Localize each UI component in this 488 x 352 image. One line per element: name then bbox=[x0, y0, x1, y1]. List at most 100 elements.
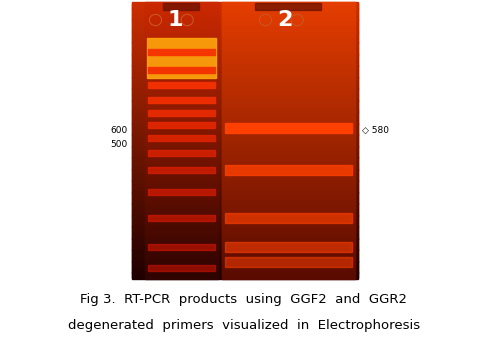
Bar bbox=[145, 260, 218, 263]
Bar bbox=[132, 198, 358, 200]
Bar bbox=[222, 185, 355, 187]
Bar bbox=[222, 35, 355, 37]
Bar bbox=[145, 190, 218, 191]
Bar bbox=[145, 37, 218, 39]
Bar bbox=[132, 190, 358, 193]
Bar bbox=[222, 190, 355, 193]
Bar bbox=[132, 24, 358, 26]
Bar bbox=[222, 52, 355, 54]
Bar bbox=[145, 94, 218, 96]
Bar bbox=[148, 82, 215, 88]
Bar bbox=[222, 81, 355, 83]
Bar bbox=[145, 86, 218, 88]
Bar bbox=[145, 216, 218, 218]
Bar bbox=[145, 262, 218, 264]
Bar bbox=[132, 51, 358, 53]
Bar bbox=[222, 3, 355, 5]
Bar bbox=[132, 161, 358, 163]
Bar bbox=[145, 64, 218, 67]
Bar bbox=[132, 124, 358, 125]
Bar bbox=[145, 142, 218, 144]
Bar bbox=[132, 48, 358, 50]
Bar bbox=[132, 238, 358, 240]
Bar bbox=[145, 145, 218, 146]
Bar bbox=[132, 236, 358, 238]
Bar bbox=[132, 42, 358, 44]
Bar bbox=[222, 76, 355, 78]
Bar bbox=[132, 108, 358, 110]
Bar bbox=[145, 197, 218, 199]
Bar bbox=[132, 160, 358, 162]
Bar bbox=[132, 253, 358, 255]
Bar bbox=[132, 89, 358, 91]
Bar bbox=[132, 201, 358, 203]
Bar bbox=[222, 83, 355, 85]
Bar bbox=[132, 208, 358, 210]
Bar bbox=[132, 268, 358, 270]
Bar bbox=[222, 70, 355, 72]
Bar bbox=[222, 45, 355, 47]
Bar bbox=[222, 249, 355, 251]
Bar bbox=[132, 25, 358, 27]
Bar bbox=[222, 133, 355, 134]
Bar bbox=[222, 256, 355, 258]
Bar bbox=[145, 50, 218, 52]
Bar bbox=[145, 60, 218, 62]
Bar bbox=[222, 127, 355, 129]
Bar bbox=[145, 188, 218, 190]
Bar bbox=[145, 272, 218, 275]
Bar bbox=[132, 4, 358, 6]
Bar bbox=[132, 59, 358, 61]
Bar bbox=[222, 20, 355, 22]
Bar bbox=[132, 157, 358, 158]
Bar bbox=[222, 234, 355, 236]
Bar bbox=[145, 241, 218, 243]
Bar bbox=[222, 5, 355, 7]
Bar bbox=[132, 229, 358, 231]
Bar bbox=[222, 214, 355, 216]
Bar bbox=[145, 70, 218, 72]
Bar bbox=[222, 129, 355, 131]
Bar bbox=[132, 224, 358, 226]
Bar bbox=[132, 43, 358, 45]
Bar bbox=[222, 182, 355, 184]
Bar bbox=[222, 216, 355, 218]
Text: ◇ 580: ◇ 580 bbox=[363, 126, 389, 134]
Bar bbox=[145, 139, 218, 141]
Bar bbox=[222, 18, 355, 20]
Bar bbox=[222, 267, 355, 269]
Bar bbox=[132, 7, 358, 10]
Bar bbox=[145, 256, 218, 258]
Bar bbox=[145, 73, 218, 75]
Bar bbox=[132, 83, 358, 85]
Bar bbox=[145, 10, 218, 11]
Bar bbox=[222, 230, 355, 232]
Bar bbox=[132, 195, 358, 197]
Bar bbox=[145, 246, 218, 248]
Bar bbox=[222, 226, 355, 228]
Bar bbox=[132, 149, 358, 151]
Bar bbox=[145, 54, 218, 55]
Bar bbox=[132, 267, 358, 269]
Bar bbox=[145, 153, 218, 155]
Bar bbox=[222, 103, 355, 105]
Bar bbox=[132, 239, 358, 241]
Bar bbox=[145, 130, 218, 132]
Bar bbox=[132, 122, 358, 125]
Bar bbox=[132, 276, 358, 278]
Text: 1: 1 bbox=[167, 10, 183, 30]
Bar bbox=[222, 19, 355, 20]
Bar bbox=[222, 48, 355, 50]
Bar bbox=[222, 63, 355, 65]
Bar bbox=[222, 186, 355, 188]
Bar bbox=[222, 177, 355, 179]
Bar bbox=[132, 158, 358, 160]
Bar bbox=[145, 176, 218, 178]
Bar bbox=[145, 16, 218, 18]
Bar bbox=[145, 168, 218, 170]
Bar bbox=[145, 245, 218, 247]
Bar bbox=[132, 205, 358, 206]
Bar bbox=[145, 29, 218, 31]
Bar bbox=[148, 215, 215, 221]
Bar bbox=[145, 8, 218, 10]
